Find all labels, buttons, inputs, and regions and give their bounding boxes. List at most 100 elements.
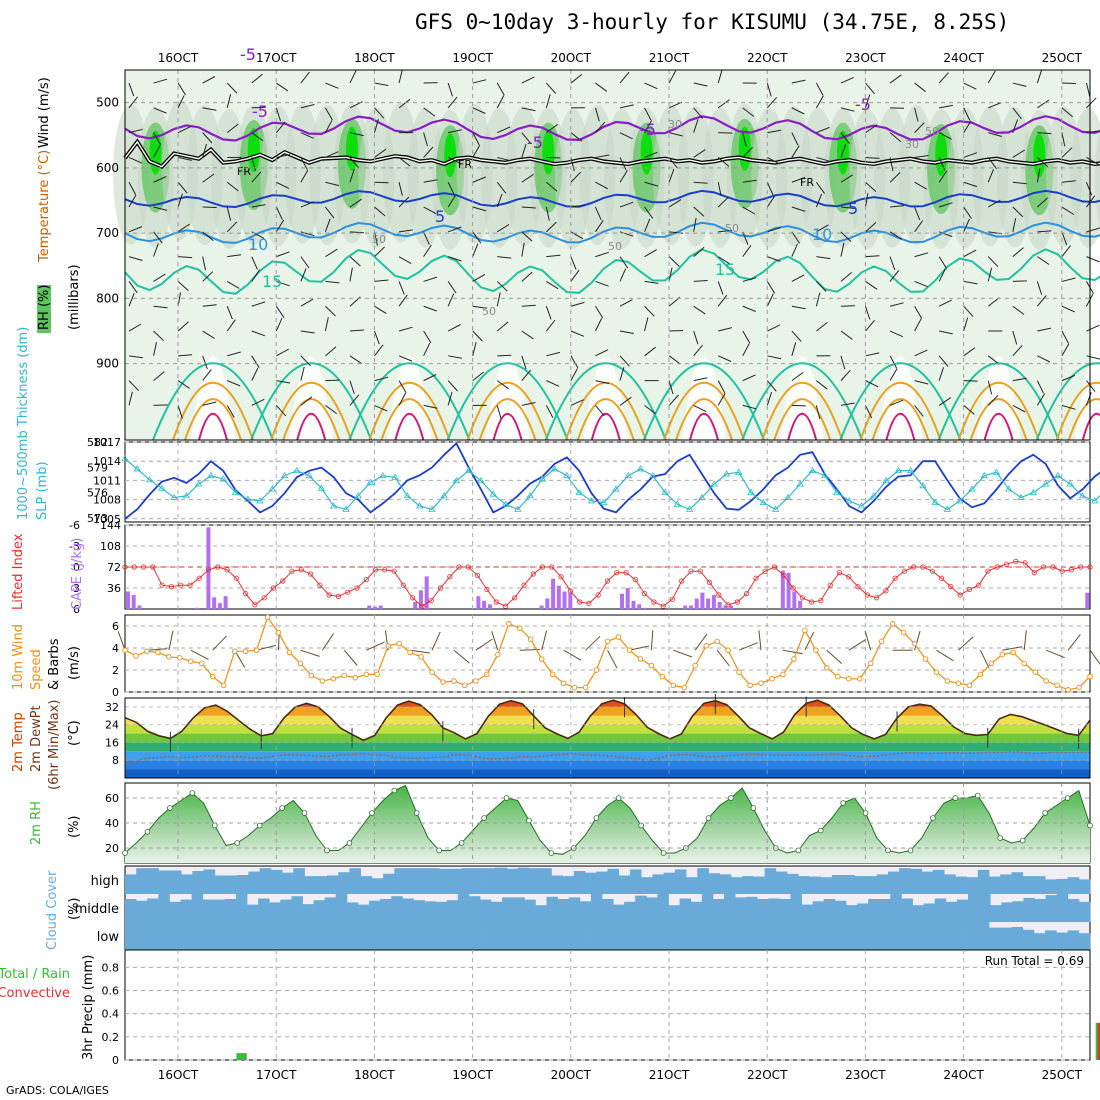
wind-barb bbox=[988, 132, 1002, 137]
wind-barb bbox=[816, 281, 827, 292]
wind-barb bbox=[521, 206, 536, 209]
minmax-axis-label: (6hr Min/Max) bbox=[47, 700, 62, 790]
wind-barb bbox=[1036, 380, 1044, 394]
wind-barb bbox=[1061, 305, 1075, 313]
wind-barb bbox=[374, 119, 379, 133]
wind-barb bbox=[987, 394, 999, 406]
wind-barb bbox=[275, 121, 286, 133]
lifted-index-marker bbox=[1050, 564, 1056, 570]
temperature-color-band bbox=[125, 742, 1090, 752]
wind-barb bbox=[668, 70, 677, 84]
wind-barb bbox=[570, 204, 585, 208]
thickness-marker bbox=[1041, 480, 1050, 487]
cape-bar bbox=[631, 600, 636, 609]
wind10m-barb bbox=[190, 649, 209, 661]
wind-barb bbox=[865, 281, 878, 290]
wind-barb bbox=[1061, 277, 1076, 282]
lifted-index-marker bbox=[911, 564, 917, 570]
contour-label: 30 bbox=[668, 118, 682, 131]
wind-barb bbox=[300, 298, 314, 307]
wind-barb bbox=[153, 330, 164, 342]
thickness-marker bbox=[820, 471, 829, 479]
cloud-cover-middle-bar bbox=[258, 898, 270, 922]
wind-barb bbox=[202, 304, 217, 307]
thickness-marker bbox=[661, 488, 669, 495]
wind10m-barb bbox=[1023, 630, 1027, 651]
wind-barb bbox=[595, 318, 603, 332]
wind-barb bbox=[447, 96, 458, 109]
wind-barb bbox=[1012, 82, 1027, 87]
thickness-marker bbox=[1091, 497, 1099, 504]
wind-barb bbox=[816, 380, 828, 390]
wind10m-barb bbox=[629, 645, 650, 651]
thickness-marker bbox=[268, 485, 277, 492]
cloud-cover-high-bar bbox=[944, 874, 956, 894]
wind-barb bbox=[226, 306, 233, 320]
wind-barb bbox=[472, 145, 481, 158]
cloud-cover-high-bar bbox=[383, 873, 395, 894]
lifted-index-marker bbox=[929, 568, 935, 574]
cloud-cover-high-bar bbox=[1022, 876, 1035, 894]
cape-bar bbox=[367, 605, 372, 609]
wind-barb bbox=[644, 305, 655, 317]
boundary-layer-isotherm bbox=[787, 412, 818, 441]
lifted-index-marker bbox=[1022, 560, 1028, 566]
wind-barb bbox=[791, 330, 802, 342]
cape-bar bbox=[706, 598, 711, 609]
wind-barb bbox=[496, 82, 505, 96]
top-axis-date-label: 20OCT bbox=[551, 51, 592, 65]
lifted-index-marker bbox=[725, 602, 731, 608]
wind10m-marker bbox=[659, 673, 666, 680]
wind-barb bbox=[987, 256, 999, 268]
wind10m-marker bbox=[714, 638, 720, 645]
lifted-index-marker bbox=[178, 582, 184, 588]
wind-barb bbox=[496, 181, 507, 194]
wind-barb bbox=[374, 231, 378, 246]
cloud-cover-high-bar bbox=[674, 869, 687, 894]
lifted-index-marker bbox=[808, 599, 815, 605]
wind-barb bbox=[153, 273, 166, 282]
wind-barb bbox=[546, 254, 561, 258]
wind10m-marker bbox=[440, 679, 446, 685]
wind-barb bbox=[472, 371, 485, 382]
wind-barb bbox=[815, 292, 821, 307]
cloud-cover-high-bar bbox=[1056, 878, 1068, 894]
precip-tick-label: 0.6 bbox=[102, 985, 120, 998]
contour-label: 10 bbox=[248, 235, 268, 254]
wind10m-marker bbox=[933, 669, 940, 675]
precip-total-bar bbox=[236, 1053, 247, 1060]
wind-barb bbox=[840, 144, 847, 158]
cloud-cover-middle-bar bbox=[1012, 901, 1024, 922]
lifted-index-marker bbox=[864, 592, 870, 598]
temperature-axis-label: 2m Temp bbox=[11, 712, 26, 772]
cloud-cover-high-bar bbox=[270, 869, 283, 894]
cloud-cover-middle-bar bbox=[779, 899, 791, 922]
wind-barb bbox=[717, 69, 723, 84]
contour-label: 50 bbox=[925, 125, 939, 138]
wind-barb bbox=[889, 157, 894, 172]
cloud-cover-low-bar bbox=[405, 922, 418, 950]
cloud-cover-middle-bar bbox=[757, 899, 769, 922]
cloud-cover-high-bar bbox=[203, 869, 216, 894]
dewpoint-axis-label: 2m DewPt bbox=[29, 705, 44, 772]
thickness-marker bbox=[403, 492, 412, 499]
lifted-index-marker bbox=[799, 595, 806, 601]
rh-2m-marker bbox=[167, 805, 173, 811]
wind-barb bbox=[963, 280, 978, 285]
cloud-cover-middle-bar bbox=[446, 900, 459, 922]
wind-barb bbox=[496, 380, 509, 390]
wind-barb bbox=[496, 292, 501, 307]
dry-boundary-layer bbox=[682, 356, 726, 440]
precip-tick-label: 0.2 bbox=[102, 1031, 120, 1044]
wind-barb bbox=[988, 102, 1002, 109]
cape-bar bbox=[683, 605, 688, 609]
cloud-cover-middle-bar bbox=[912, 905, 924, 922]
thickness-marker bbox=[145, 476, 154, 483]
wind-barb bbox=[497, 156, 511, 162]
wind-axis-label: Wind (m/s) bbox=[37, 77, 52, 148]
cloud-cover-low-bar bbox=[652, 922, 664, 950]
wind-barb bbox=[865, 380, 879, 388]
wind-barb bbox=[1036, 168, 1041, 183]
lifted-index-marker bbox=[734, 599, 741, 605]
thickness-marker bbox=[722, 470, 731, 477]
